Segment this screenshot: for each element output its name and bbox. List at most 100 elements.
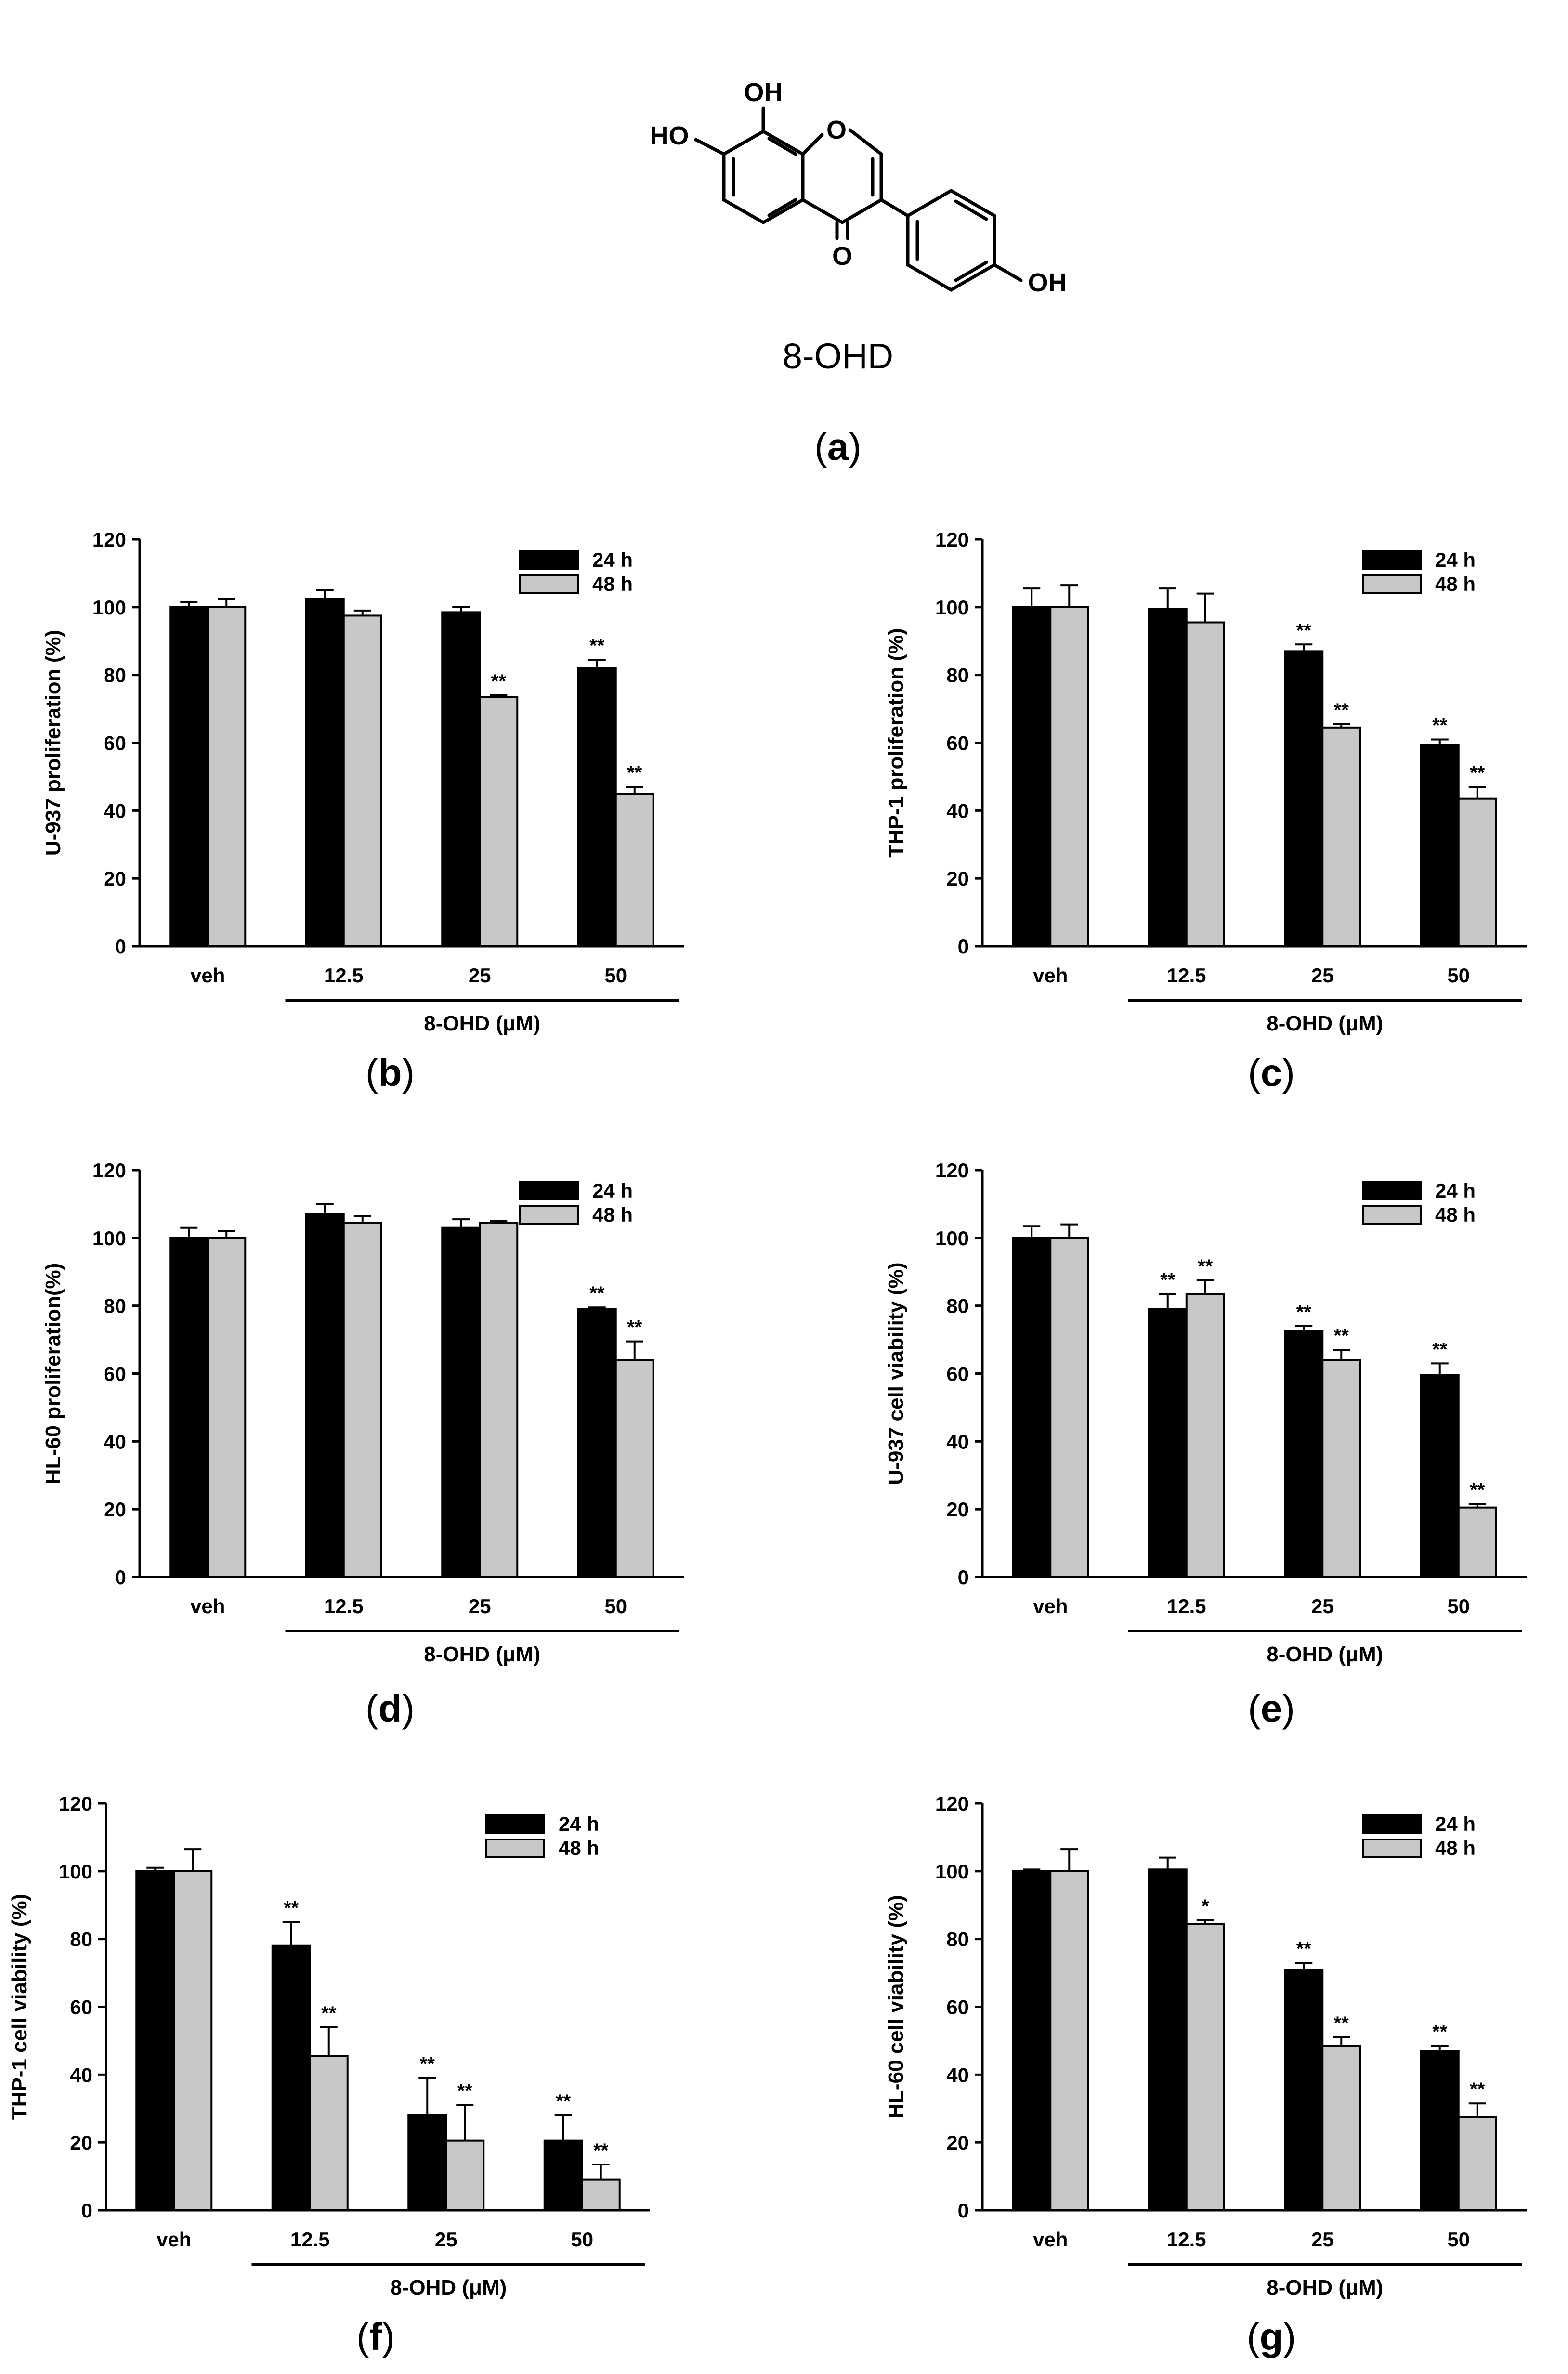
atom-label-oh-top: OH [744,78,783,107]
y-tick-label: 120 [935,1792,969,1815]
bar-48h-25 [1321,1359,1361,1578]
y-axis-title: U-937 cell viability (%) [884,1262,908,1485]
legend-label: 24 h [1435,1179,1476,1202]
x-tick-label: veh [190,964,225,987]
caption-a: (a) [814,425,862,468]
bar-48h-12.5 [309,2055,349,2211]
y-tick-label: 80 [946,664,969,687]
y-tick-label: 20 [946,1498,969,1521]
y-tick-label: 80 [70,1928,92,1951]
bar-24h-veh [135,1870,175,2211]
bar-48h-25 [445,2139,485,2212]
bar-48h-50 [614,793,654,947]
y-tick-label: 0 [958,935,969,958]
y-tick-label: 20 [104,867,126,890]
bar-24h-12.5 [1148,1308,1188,1578]
y-tick-label: 60 [104,1363,126,1385]
bar-24h-25 [1284,1330,1324,1578]
legend-swatch [519,1181,579,1200]
x-axis-title: 8-OHD (μM) [390,2276,507,2299]
panel-caption-letter: g [1260,2315,1283,2358]
x-tick-label: 50 [604,1595,627,1617]
legend-label: 48 h [1435,573,1476,595]
atom-label-oh-right: OH [1028,268,1067,297]
bar-48h-50 [1457,797,1497,947]
legend-label: 24 h [1435,1813,1476,1835]
significance-marker: ** [1334,700,1349,721]
x-tick-label: 12.5 [1167,1595,1206,1617]
y-tick-label: 40 [946,799,969,822]
y-tick-label: 100 [935,1860,969,1883]
panel-caption: (g) [1247,2315,1296,2358]
significance-marker: ** [1432,715,1448,736]
significance-marker: ** [1470,1480,1485,1501]
x-tick-label: 12.5 [290,2228,330,2251]
legend-label: 24 h [592,1179,633,1202]
bar-48h-50 [581,2178,621,2211]
bar-48h-25 [479,1222,519,1578]
significance-marker: ** [491,671,507,692]
legend-swatch [1362,1839,1422,1858]
x-tick-label: veh [1033,1595,1068,1617]
bar-24h-50 [577,1308,617,1578]
bar-24h-12.5 [305,598,345,947]
bar-48h-50 [614,1359,654,1578]
significance-marker: ** [1160,1269,1176,1291]
legend-swatch [1362,1181,1422,1200]
bar-24h-veh [1012,606,1052,948]
x-tick-label: 50 [1447,1595,1470,1617]
significance-marker: ** [1470,762,1485,783]
atom-label-ring-o: O [826,116,847,144]
aryl-link [879,198,910,218]
bar-24h-25 [441,611,481,948]
bar-48h-veh [1049,1237,1089,1578]
chart-panel-d: 0 20 40 60 80 100 120 HL-60 proliferation(%) veh… [41,1159,684,1730]
x-axis-title: 8-OHD (μM) [424,1643,540,1666]
significance-marker: ** [1296,620,1312,641]
oh-bond-top [694,106,765,156]
y-tick-label: 60 [946,1363,969,1385]
legend-label: 48 h [592,573,633,595]
carbonyl-bond [835,221,849,240]
panel-caption: (b) [366,1051,415,1094]
bar-48h-12.5 [1185,621,1225,948]
caption-a-letter: a [827,425,849,468]
x-tick-label: 25 [469,1595,491,1617]
legend-label: 48 h [559,1837,599,1859]
bar-48h-25 [1321,2045,1361,2211]
legend-swatch [1362,550,1422,570]
legend-label: 48 h [1435,1203,1476,1226]
bar-24h-25 [1284,650,1324,947]
significance-marker: ** [1470,2079,1485,2100]
y-axis-title: U-937 proliferation (%) [41,630,65,856]
x-axis-title: 8-OHD (μM) [1267,1012,1383,1035]
x-tick-label: 12.5 [1167,2228,1206,2251]
y-axis-title: THP-1 cell viability (%) [8,1894,31,2120]
y-tick-label: 0 [115,935,126,958]
y-tick-label: 60 [104,732,126,755]
y-tick-label: 0 [958,1566,969,1589]
x-tick-label: 25 [1311,2228,1334,2251]
bar-48h-50 [1457,2116,1497,2211]
x-tick-label: 25 [1311,964,1334,987]
x-tick-label: 12.5 [324,964,364,987]
y-tick-label: 40 [104,1430,126,1453]
x-tick-label: veh [1033,2228,1068,2251]
bar-24h-12.5 [305,1213,345,1578]
x-tick-label: 12.5 [324,1595,364,1617]
bar-24h-50 [1420,744,1460,948]
bar-48h-12.5 [342,1222,382,1578]
bar-48h-25 [1321,726,1361,947]
x-tick-label: 25 [435,2228,457,2251]
bar-24h-25 [407,2114,447,2212]
charts: 0 20 40 60 80 100 120 U-937 proliferation (%) ve… [8,528,1527,2358]
x-tick-label: 50 [1447,964,1470,987]
bar-48h-12.5 [1185,1922,1225,2212]
y-axis-title: HL-60 cell viability (%) [884,1895,908,2119]
bar-24h-veh [1012,1870,1052,2211]
panel-caption: (d) [366,1687,415,1730]
y-tick-label: 20 [70,2131,92,2154]
y-tick-label: 40 [946,1430,969,1453]
bar-48h-12.5 [342,614,382,947]
panel-caption: (e) [1248,1687,1295,1730]
